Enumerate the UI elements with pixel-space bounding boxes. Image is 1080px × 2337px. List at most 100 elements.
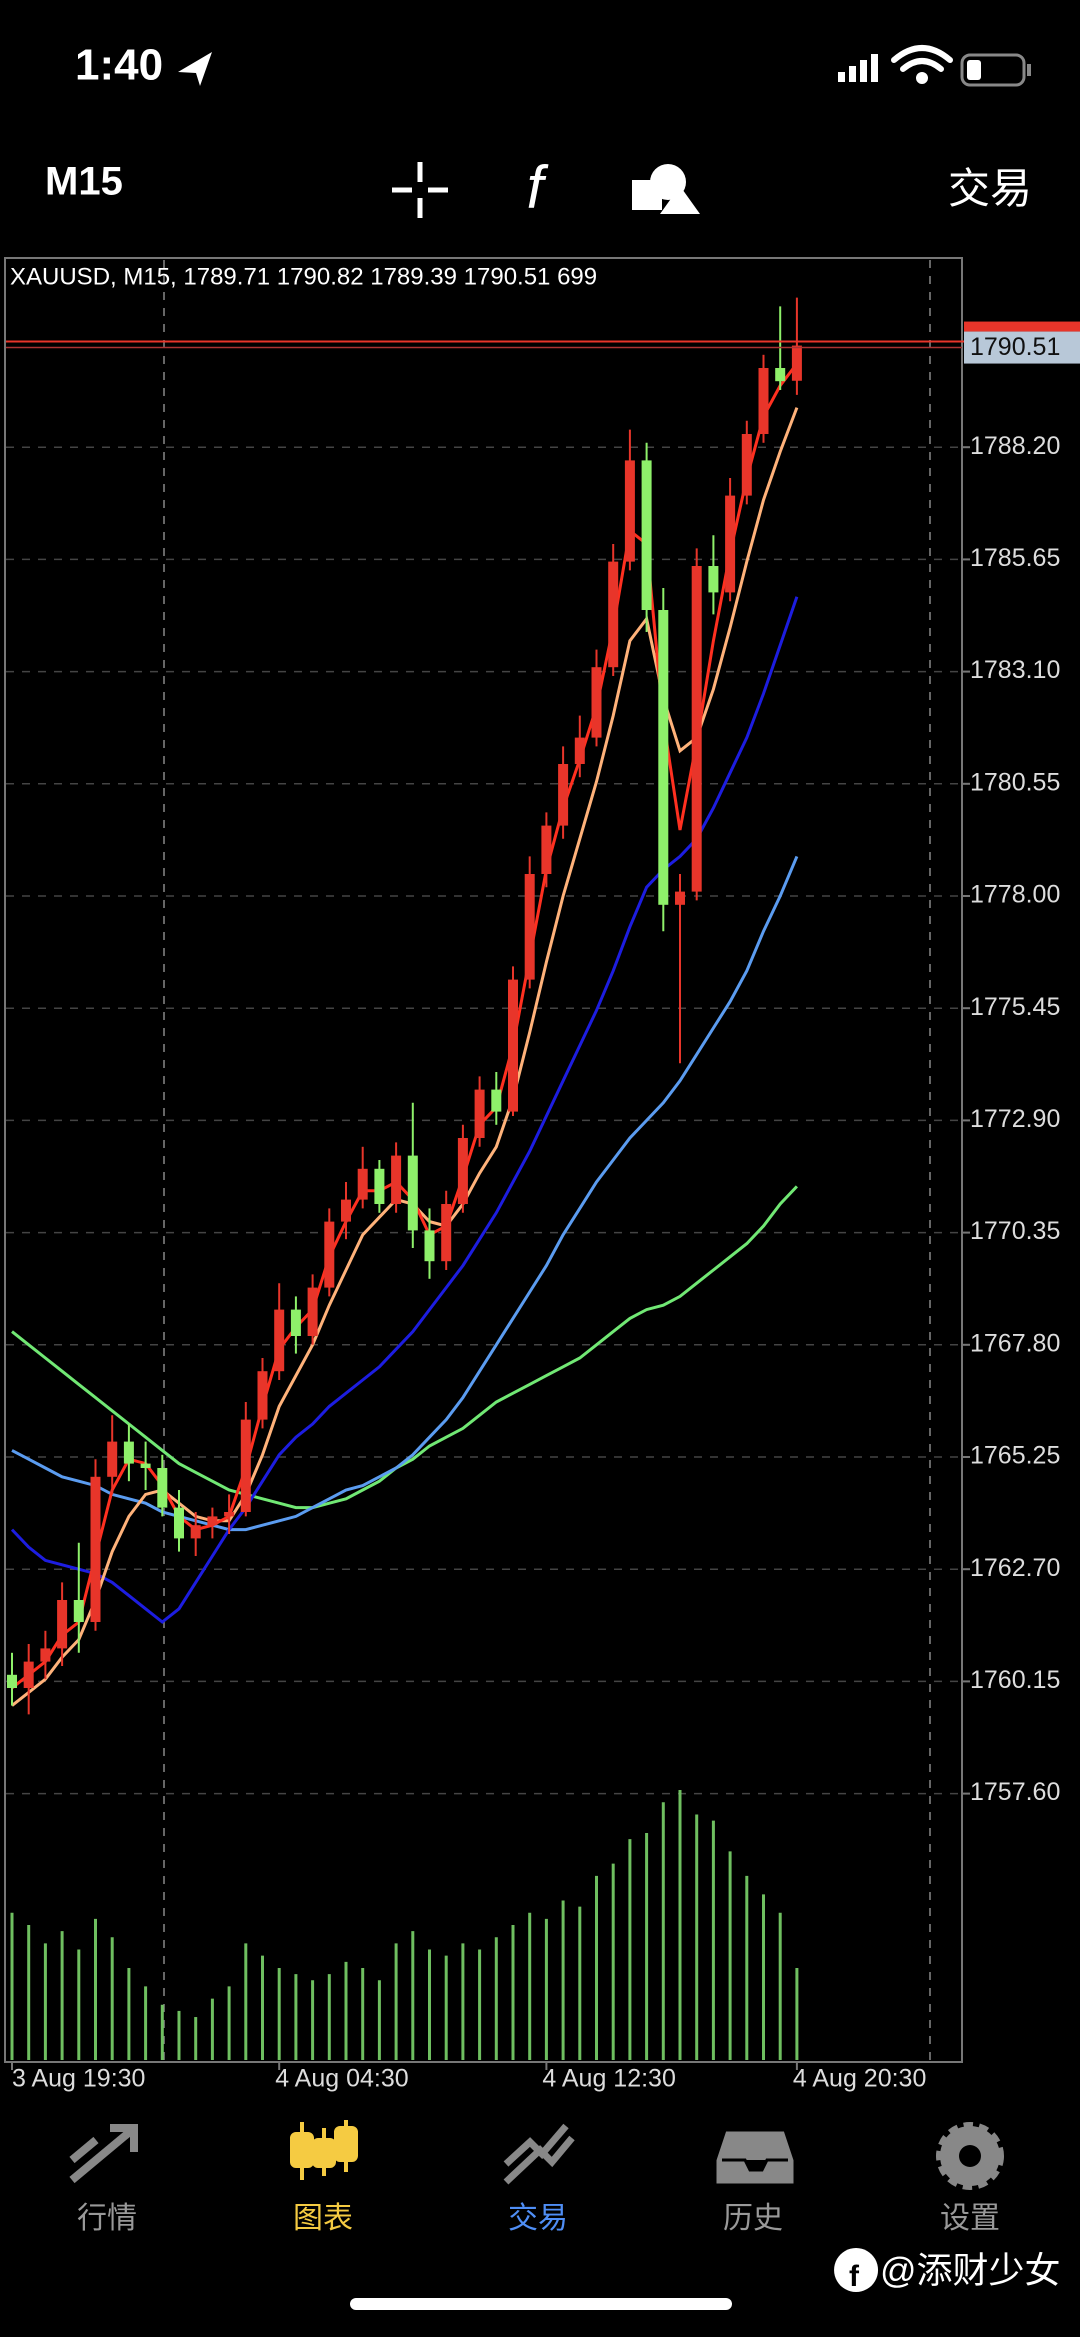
x-tick-label: 4 Aug 04:30 — [275, 2065, 408, 2093]
objects-button[interactable] — [632, 164, 700, 214]
candle-body — [574, 737, 585, 764]
ma-line — [11, 1185, 798, 1510]
candle-body — [90, 1476, 101, 1622]
candle-body — [290, 1309, 301, 1336]
chart-icon — [290, 2120, 358, 2180]
candle-body — [541, 825, 552, 874]
candle-body — [775, 368, 786, 382]
tab-label[interactable]: 设置 — [940, 2202, 1000, 2235]
candle-layer — [7, 297, 802, 1715]
candle-body — [491, 1089, 502, 1112]
candle-body — [374, 1168, 385, 1204]
last-price-label: 1790.51 — [970, 333, 1060, 361]
quotes-icon — [69, 2124, 138, 2184]
candle-body — [508, 979, 518, 1112]
tab-bar: 行情 图表 交易 历史 设置 — [69, 2120, 1004, 2235]
y-tick-label: 1762.70 — [970, 1554, 1060, 1582]
candle-body — [407, 1155, 418, 1231]
last-price-band — [964, 321, 1080, 332]
settings-icon — [936, 2122, 1004, 2190]
tab-label[interactable]: 交易 — [508, 2202, 568, 2235]
candle-body — [624, 460, 635, 562]
candle-body — [123, 1441, 134, 1464]
home-indicator — [350, 2298, 732, 2310]
ma-line — [11, 855, 799, 1532]
chart-title: XAUUSD, M15, 1789.71 1790.82 1789.39 179… — [10, 263, 597, 290]
trade-button[interactable]: 交易 — [948, 165, 1032, 212]
y-tick-label: 1788.20 — [970, 432, 1060, 460]
watermark-logo-f: f — [849, 2260, 860, 2293]
y-tick-label: 1757.60 — [970, 1778, 1060, 1806]
battery-icon — [960, 53, 1026, 87]
x-tick-label: 4 Aug 12:30 — [542, 2065, 675, 2093]
candle-body — [107, 1441, 118, 1477]
tab-label[interactable]: 行情 — [77, 2202, 137, 2235]
candle-body — [608, 561, 619, 668]
tab-label[interactable]: 图表 — [293, 2202, 353, 2235]
candle-body — [307, 1287, 318, 1336]
timeframe-button[interactable]: M15 — [45, 160, 123, 204]
axis-layer: 1788.20 1785.65 1783.10 1780.55 1778.00 1775.… — [6, 321, 1080, 2093]
candle-body — [174, 1507, 184, 1539]
candle-body — [73, 1600, 84, 1622]
x-tick-label: 4 Aug 20:30 — [793, 2065, 926, 2093]
y-tick-label: 1778.00 — [970, 881, 1060, 909]
y-tick-label: 1783.10 — [970, 656, 1060, 684]
crosshair-button[interactable] — [392, 162, 448, 218]
watermark-logo — [834, 2248, 879, 2292]
location-icon — [178, 52, 212, 86]
candle-body — [140, 1463, 151, 1468]
wifi-icon — [891, 45, 953, 84]
y-tick-label: 1785.65 — [970, 544, 1060, 572]
y-tick-label: 1775.45 — [970, 993, 1060, 1021]
y-tick-label: 1760.15 — [970, 1666, 1060, 1694]
candle-body — [357, 1168, 368, 1200]
battery-cap — [1027, 64, 1031, 76]
volume-layer — [10, 1790, 799, 2060]
candle-body — [324, 1221, 335, 1288]
candle-body — [274, 1309, 285, 1372]
candle-body — [741, 434, 752, 496]
status-time: 1:40 — [75, 41, 163, 90]
candle-body — [457, 1138, 468, 1204]
candle-body — [7, 1674, 17, 1688]
candle-body — [224, 1512, 235, 1517]
trade-icon — [503, 2123, 575, 2185]
y-tick-label: 1772.90 — [970, 1105, 1060, 1133]
candle-body — [791, 345, 802, 381]
candle-body — [341, 1199, 351, 1222]
y-tick-label: 1770.35 — [970, 1217, 1060, 1245]
candle-body — [190, 1525, 201, 1539]
candle-body — [424, 1230, 435, 1262]
candle-body — [641, 460, 652, 610]
y-tick-label: 1767.80 — [970, 1329, 1060, 1357]
candle-body — [474, 1089, 485, 1138]
candle-body — [758, 368, 769, 434]
candle-body — [691, 566, 702, 892]
candle-body — [675, 891, 685, 905]
indicators-button[interactable]: f — [527, 154, 549, 221]
candle-body — [558, 764, 569, 826]
candle-body — [725, 495, 736, 593]
candle-body — [391, 1155, 402, 1204]
tab-label[interactable]: 历史 — [723, 2202, 783, 2235]
candle-body — [441, 1204, 452, 1262]
history-icon — [713, 2128, 797, 2187]
candle-body — [240, 1419, 251, 1512]
battery-level — [967, 60, 981, 80]
y-tick-label: 1765.25 — [970, 1442, 1060, 1470]
candle-body — [524, 874, 535, 980]
chart-frame — [4, 257, 963, 2063]
candle-body — [157, 1468, 168, 1508]
last-price-tag — [964, 331, 1080, 364]
watermark: @添财少女 — [880, 2250, 1061, 2291]
candle-body — [23, 1661, 34, 1688]
candle-body — [40, 1648, 51, 1662]
candle-body — [207, 1516, 218, 1526]
signal-icon — [838, 54, 878, 82]
candle-body — [708, 566, 719, 593]
y-tick-label: 1780.55 — [970, 768, 1060, 796]
candle-body — [257, 1371, 268, 1420]
